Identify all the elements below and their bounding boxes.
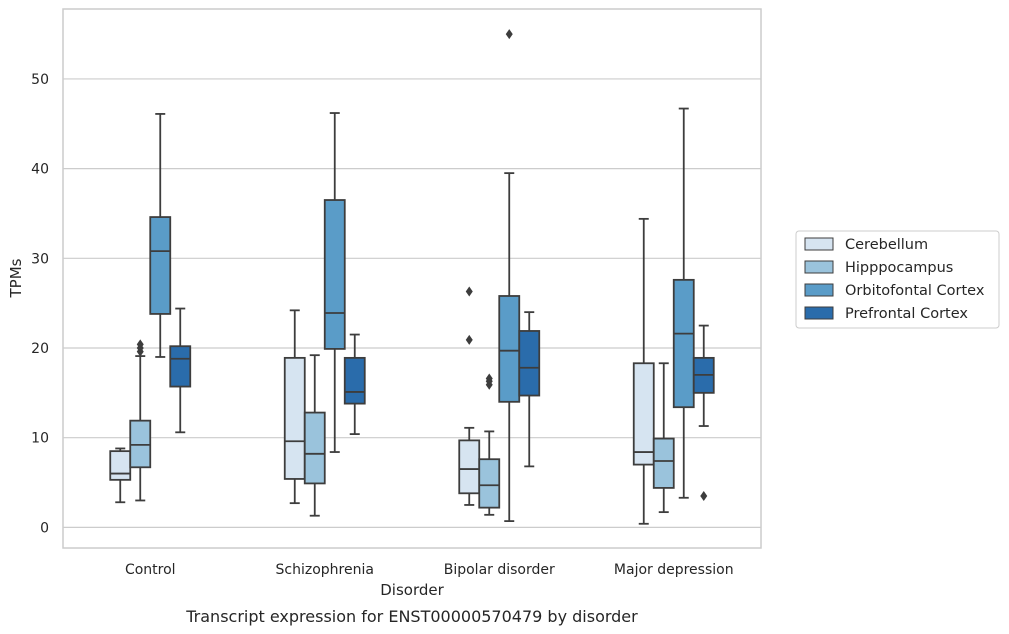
box-group bbox=[632, 217, 655, 525]
legend-swatch bbox=[804, 306, 834, 320]
box-iqr bbox=[323, 199, 346, 350]
box-iqr bbox=[149, 216, 172, 315]
box-group bbox=[149, 113, 172, 358]
y-axis-label: TPMs bbox=[7, 258, 25, 298]
legend-swatch bbox=[804, 283, 834, 297]
box-group bbox=[458, 286, 481, 506]
box-iqr bbox=[343, 356, 366, 405]
box-iqr bbox=[518, 330, 541, 397]
box-iqr bbox=[498, 295, 521, 403]
x-tick-label: Control bbox=[125, 562, 176, 578]
box-group bbox=[692, 324, 715, 501]
box-iqr bbox=[109, 450, 132, 481]
box-group bbox=[323, 112, 346, 453]
outlier-point bbox=[465, 334, 473, 345]
y-tick-label: 10 bbox=[31, 431, 49, 447]
x-axis-ticks: Control Schizophrenia Bipolar disorder Majo… bbox=[125, 562, 734, 578]
legend-label: Hipppocampus bbox=[845, 260, 953, 276]
box-group bbox=[498, 29, 521, 522]
box-iqr bbox=[169, 345, 192, 388]
box-iqr bbox=[478, 458, 501, 509]
plot-area bbox=[109, 29, 715, 525]
legend-swatch bbox=[804, 260, 834, 274]
outlier-point bbox=[505, 29, 513, 40]
x-tick-label: Schizophrenia bbox=[276, 562, 374, 578]
box-group bbox=[169, 307, 192, 434]
legend-label: Prefrontal Cortex bbox=[845, 306, 968, 322]
chart-caption: Transcript expression for ENST0000057047… bbox=[185, 607, 638, 626]
x-axis-label: Disorder bbox=[380, 581, 444, 599]
box-group bbox=[478, 373, 501, 516]
y-tick-label: 0 bbox=[40, 520, 49, 536]
box-group bbox=[283, 309, 306, 505]
box-group bbox=[672, 107, 695, 499]
box-group bbox=[343, 333, 366, 436]
outlier-point bbox=[485, 373, 493, 384]
box-iqr bbox=[672, 278, 695, 409]
box-group bbox=[518, 311, 541, 468]
box-group bbox=[303, 354, 326, 517]
legend-frame bbox=[795, 230, 1000, 329]
outlier-point bbox=[700, 490, 708, 501]
box-group bbox=[652, 362, 675, 514]
box-iqr bbox=[458, 439, 481, 495]
box-iqr bbox=[303, 411, 326, 485]
y-tick-label: 30 bbox=[31, 251, 49, 267]
y-tick-label: 40 bbox=[31, 162, 49, 178]
x-tick-label: Bipolar disorder bbox=[444, 562, 555, 578]
legend-label: Cerebellum bbox=[845, 237, 928, 253]
x-tick-label: Major depression bbox=[614, 562, 734, 578]
y-tick-label: 20 bbox=[31, 341, 49, 357]
outlier-point bbox=[465, 286, 473, 297]
y-tick-label: 50 bbox=[31, 72, 49, 88]
box-iqr bbox=[632, 362, 655, 466]
legend-swatch bbox=[804, 237, 834, 251]
box-group bbox=[129, 339, 152, 502]
legend-label: Orbitofontal Cortex bbox=[845, 283, 985, 299]
y-axis-ticks: 0 10 20 30 40 50 bbox=[31, 72, 49, 536]
legend: Cerebellum Hipppocampus Orbitofontal Corte… bbox=[795, 230, 1000, 329]
box-iqr bbox=[283, 356, 306, 480]
box-iqr bbox=[652, 437, 675, 489]
axes-frame bbox=[62, 8, 762, 549]
box-group bbox=[109, 447, 132, 504]
outlier-point bbox=[136, 339, 144, 350]
